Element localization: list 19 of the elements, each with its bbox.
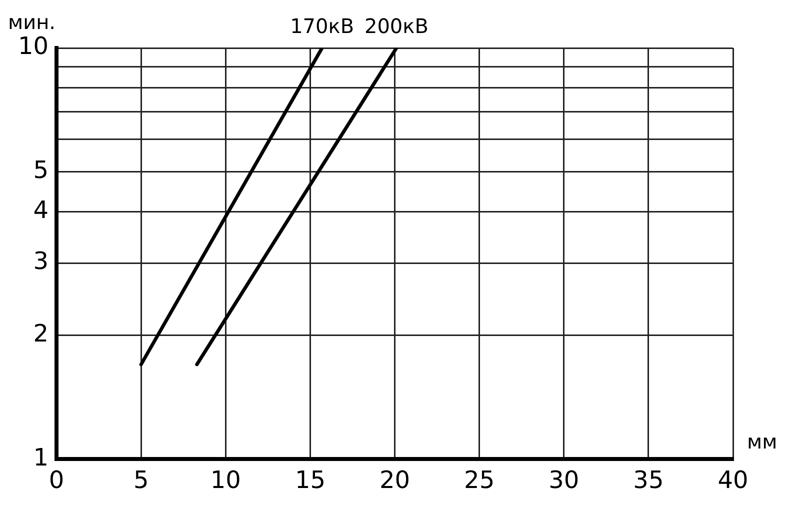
x-tick-label: 35 (633, 466, 664, 494)
y-tick-label: 3 (33, 247, 49, 276)
x-tick-label: 20 (379, 466, 410, 494)
x-tick-label: 40 (718, 466, 748, 494)
x-tick-label: 30 (548, 466, 580, 494)
y-tick-label: 10 (18, 32, 49, 60)
series-label: 200кВ (364, 14, 428, 38)
series-label: 170кВ (290, 14, 354, 38)
y-axis-title: мин. (8, 10, 56, 34)
y-tick-label: 1 (33, 443, 49, 472)
x-tick-label: 0 (48, 466, 64, 494)
x-tick-label: 10 (210, 466, 241, 494)
y-tick-label: 5 (33, 156, 49, 184)
x-tick-label: 5 (133, 466, 149, 494)
y-tick-label: 2 (33, 320, 49, 348)
x-tick-label: 15 (294, 466, 326, 494)
x-tick-label: 25 (464, 466, 495, 494)
x-axis-title: мм (747, 429, 778, 454)
y-tick-label: 4 (33, 196, 49, 224)
